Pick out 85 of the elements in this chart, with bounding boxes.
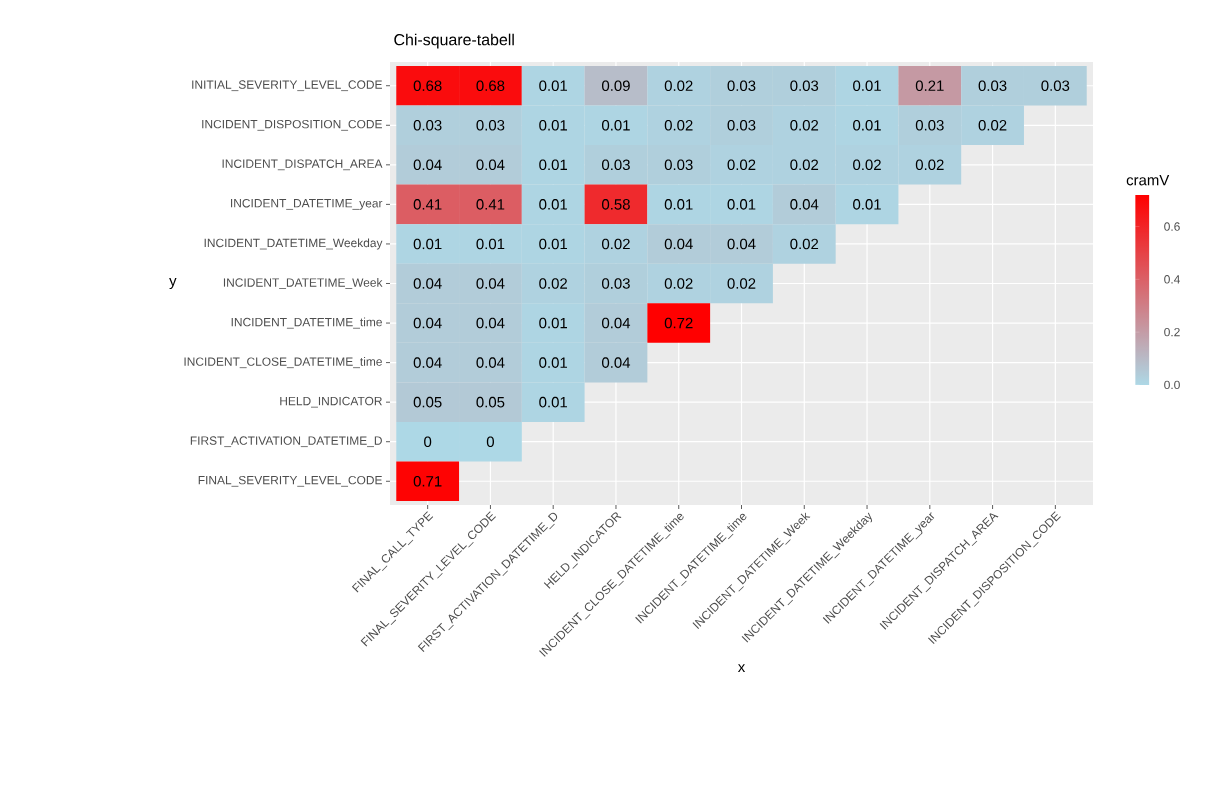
y-tick-label: INCIDENT_DISPATCH_AREA: [222, 159, 383, 171]
data-label: 0.01: [539, 357, 568, 368]
data-label: 0.01: [413, 238, 442, 250]
data-label: 0.01: [539, 159, 568, 171]
data-label: 0.02: [790, 119, 819, 131]
data-label: 0: [424, 436, 432, 447]
data-label: 0.01: [602, 119, 630, 131]
data-label: 0.02: [664, 80, 693, 92]
data-label: 0.04: [476, 357, 505, 368]
data-label: 0.01: [727, 199, 756, 210]
data-label: 0.03: [664, 159, 693, 171]
data-label: 0.04: [727, 238, 756, 250]
data-label: 0.02: [727, 278, 756, 289]
data-label: 0.01: [539, 80, 568, 92]
data-label: 0.02: [727, 159, 756, 171]
data-label: 0.03: [727, 119, 756, 131]
data-label: 0.04: [790, 199, 819, 210]
data-label: 0.02: [978, 119, 1007, 131]
x-axis-title: x: [737, 664, 746, 673]
data-label: 0.68: [413, 80, 442, 92]
color-bar-label: 0.2: [1164, 327, 1180, 337]
data-label: 0.02: [915, 159, 944, 171]
y-tick-label: HELD_INDICATOR: [280, 396, 382, 408]
data-label: 0.04: [476, 159, 505, 171]
data-label: 0.01: [539, 238, 568, 250]
data-label: 0.21: [915, 80, 944, 92]
chart-title: Chi-square-tabell: [394, 33, 514, 49]
data-label: 0.09: [602, 80, 630, 92]
y-tick-label: INCIDENT_CLOSE_DATETIME_time: [184, 357, 382, 369]
data-label: 0.05: [413, 396, 442, 408]
data-label: 0.02: [602, 238, 630, 250]
data-label: 0.05: [476, 396, 505, 408]
color-bar-label: 0.4: [1164, 275, 1180, 284]
data-label: 0.03: [476, 119, 505, 131]
color-bar-title: cramV: [1126, 174, 1170, 186]
data-label: 0.03: [413, 119, 442, 131]
data-label: 0.03: [1041, 80, 1070, 92]
data-label: 0.03: [727, 80, 756, 92]
data-label: 0.72: [664, 317, 693, 329]
data-label: 0.04: [413, 159, 442, 171]
data-label: 0.01: [853, 199, 881, 210]
y-tick-label: FINAL_SEVERITY_LEVEL_CODE: [198, 475, 382, 487]
y-axis-title: y: [169, 278, 177, 289]
data-label: 0.03: [790, 80, 819, 92]
data-label: 0.01: [664, 199, 693, 210]
y-tick-label: INITIAL_SEVERITY_LEVEL_CODE: [192, 80, 382, 92]
color-bar-label: 0.6: [1164, 222, 1180, 231]
data-label: 0.02: [664, 119, 693, 131]
y-tick-label: INCIDENT_DATETIME_time: [231, 317, 382, 329]
y-tick-label: INCIDENT_DATETIME_Week: [223, 277, 383, 290]
data-label: 0.01: [539, 317, 568, 329]
data-label: 0.01: [539, 199, 568, 210]
y-tick-label: INCIDENT_DATETIME_year: [231, 198, 383, 210]
data-label: 0.01: [539, 396, 568, 408]
data-label: 0: [486, 436, 494, 447]
data-label: 0.03: [602, 159, 630, 171]
data-label: 0.01: [539, 119, 568, 131]
data-label: 0.71: [413, 475, 442, 487]
data-label: 0.04: [476, 278, 505, 289]
data-label: 0.41: [476, 199, 505, 210]
data-label: 0.04: [413, 278, 442, 289]
data-label: 0.04: [602, 357, 631, 368]
data-label: 0.04: [664, 238, 693, 250]
data-label: 0.03: [978, 80, 1007, 92]
data-label: 0.01: [853, 80, 881, 92]
data-label: 0.01: [476, 238, 505, 250]
data-label: 0.03: [915, 119, 944, 131]
color-bar-label: 0.0: [1164, 380, 1180, 390]
y-tick-label: INCIDENT_DISPOSITION_CODE: [202, 119, 382, 131]
data-label: 0.02: [664, 278, 693, 289]
y-tick-label: FIRST_ACTIVATION_DATETIME_D: [190, 436, 382, 448]
data-label: 0.04: [602, 317, 631, 329]
data-label: 0.04: [413, 357, 442, 368]
data-label: 0.02: [790, 238, 819, 250]
data-label: 0.01: [853, 119, 881, 131]
data-label: 0.04: [476, 317, 505, 329]
data-label: 0.58: [602, 199, 630, 210]
data-label: 0.41: [413, 199, 442, 210]
data-label: 0.03: [602, 278, 630, 289]
data-label: 0.68: [476, 80, 505, 92]
data-label: 0.02: [790, 159, 819, 171]
data-label: 0.04: [413, 317, 442, 329]
data-label: 0.02: [539, 278, 567, 289]
y-tick-label: INCIDENT_DATETIME_Weekday: [204, 238, 383, 250]
data-label: 0.02: [853, 159, 881, 171]
